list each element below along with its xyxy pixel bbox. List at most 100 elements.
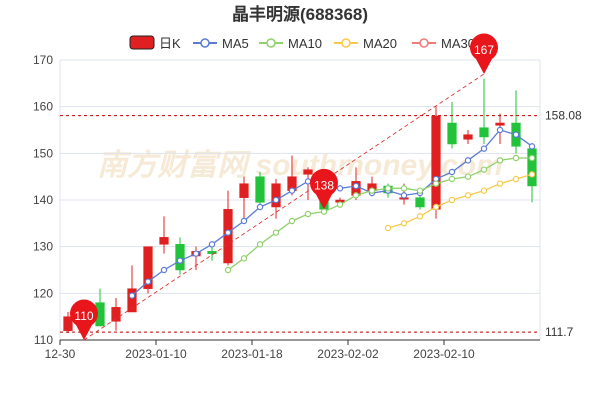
candle-body [303,169,313,175]
trend-line [83,73,485,341]
candle-body [223,209,233,264]
annotations: 110 138 167 [70,33,498,340]
x-tick-label: 2023-01-10 [125,347,187,361]
candle-body [63,316,73,331]
ma-point [272,196,280,204]
candle [207,246,217,261]
legend-marker [266,38,276,48]
ma-point [512,154,520,162]
candle-body [527,148,537,187]
ma-point [240,217,248,225]
legend-marker [341,38,351,48]
x-tick-label: 2023-02-10 [413,347,475,361]
legend-label: MA10 [288,36,322,51]
legend-marker [419,38,429,48]
annotation-label: 110 [74,309,93,323]
legend-label: 日K [159,36,181,51]
ma-point [528,171,536,178]
candle [223,190,233,266]
ma-point [224,266,232,274]
candle-body [255,176,265,203]
candle [239,176,249,219]
x-tick-label: 2023-02-02 [317,347,379,361]
ma-point [336,185,344,192]
legend-marker [200,38,210,48]
candle [143,246,153,294]
candle [463,130,473,144]
ma-point [384,185,392,192]
candle-body [175,244,185,271]
candle-body [127,288,137,313]
ma-point [528,143,536,150]
candle [447,102,457,149]
ma-point [208,241,216,248]
ma-point [176,257,184,264]
ma-point [432,203,440,211]
ma-point [352,182,360,190]
ma-point [416,187,424,194]
candle-body [495,122,505,126]
ma-point [416,213,424,220]
reference-label: 158.08 [545,109,582,123]
candle [111,298,121,331]
annotation-pin-shape [70,299,98,340]
candle-body [479,127,489,138]
ma-point [496,180,504,187]
ma-point [464,157,472,164]
x-axis: 12-30 2023-01-10 2023-01-18 2023-02-02 2023-… [45,339,540,361]
candle-body [207,251,217,254]
candle [127,265,137,313]
candle-body [239,183,249,198]
ma-point [400,220,408,227]
legend-label: MA5 [222,36,249,51]
candle [511,90,521,154]
ma-point [128,292,136,299]
y-tick-label: 120 [33,286,53,300]
moving-averages [128,126,536,299]
ma-point [256,203,264,211]
ma-point [288,187,296,194]
ma-point [304,210,312,218]
candle-body [143,246,153,289]
legend-label: MA20 [363,36,397,51]
candle [63,312,73,333]
ma-point [448,175,456,183]
ma-point [496,126,504,134]
annotation-pin-shape [470,33,498,74]
ma-point [432,180,440,187]
candle [191,246,201,270]
y-tick-label: 110 [34,333,53,347]
ma-series-ma10 [224,154,536,274]
ma-point [272,229,280,236]
ma-point [256,241,264,248]
trend-line [83,73,485,341]
y-tick-label: 170 [33,53,53,67]
ma-point [480,187,488,194]
ma-point [480,145,488,152]
chart-title: 晶丰明源(688368) [232,4,368,24]
y-tick-label: 130 [33,240,53,254]
legend-label: MA30 [441,36,475,51]
y-tick-label: 140 [33,193,53,207]
ma-series-ma20 [384,171,536,232]
annotation-pin: 167 [470,33,498,74]
ma-point [480,166,488,173]
ma-point [368,187,376,194]
reference-lines: 158.08 111.7 [60,109,582,339]
ma-point [304,178,312,185]
candle [431,106,441,219]
candle [479,78,489,144]
candle [159,216,169,254]
y-tick-label: 150 [33,146,53,160]
ma-point [224,229,232,236]
candle-body [415,197,425,208]
legend: 日K MA5 MA10 MA20 MA30 [129,35,475,51]
candle [255,172,265,210]
annotation-pin: 110 [70,299,98,340]
ma-point [240,255,248,262]
ma-point [320,208,328,215]
ma-point [464,173,472,180]
candle [415,195,425,210]
candle-body [447,122,457,145]
